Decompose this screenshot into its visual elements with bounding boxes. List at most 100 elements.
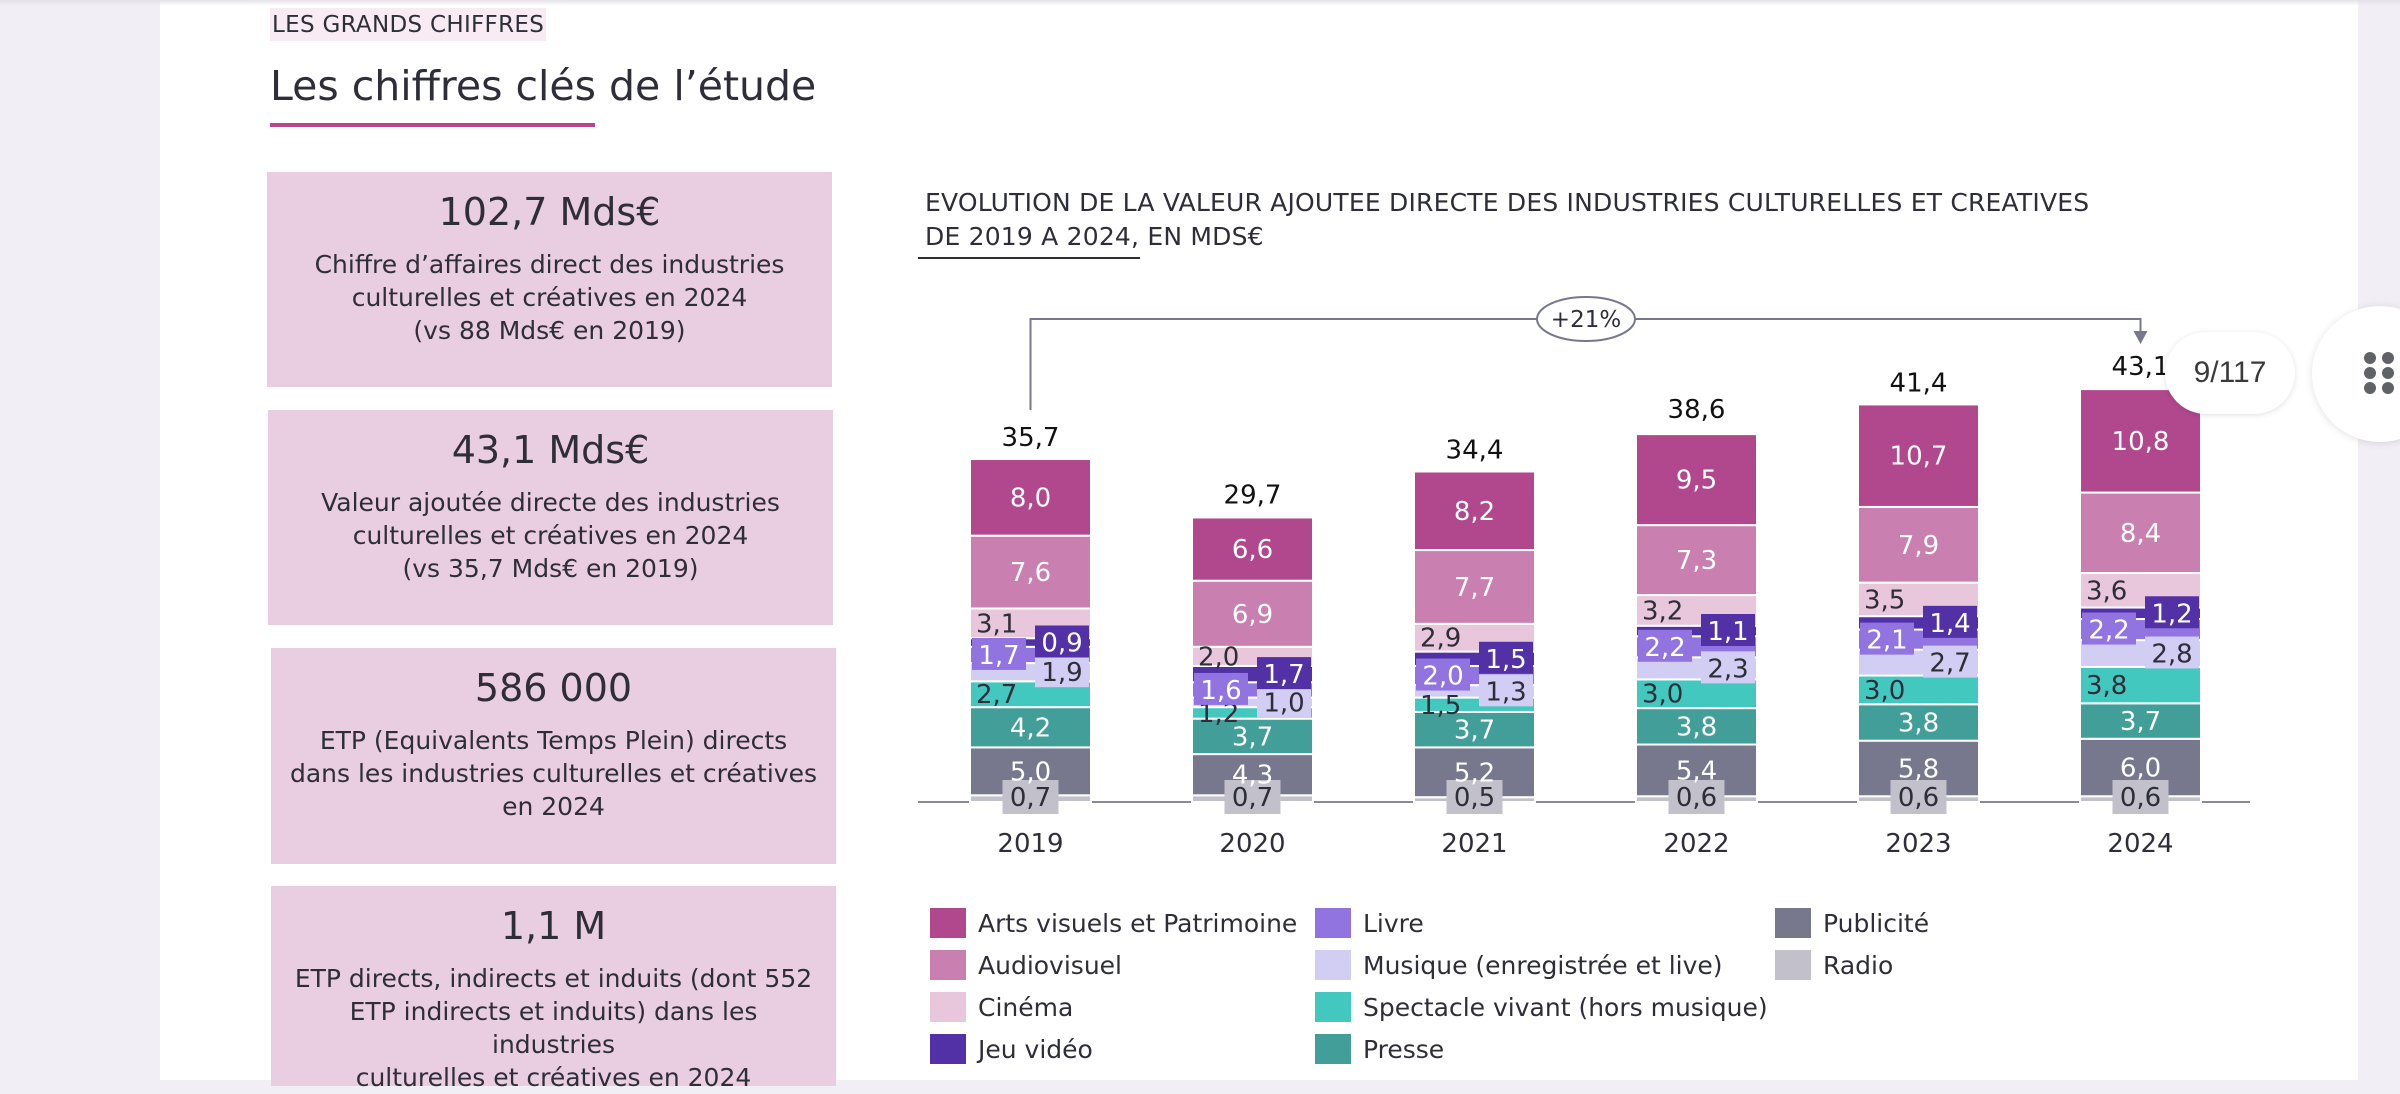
legend-label: Jeu vidéo (978, 1034, 1093, 1064)
segment-value-label: 4,3 (1232, 761, 1273, 791)
bar-segment (2079, 702, 2202, 740)
segment-value-label: 0,6 (2120, 783, 2161, 813)
bar-segment (1413, 470, 1536, 552)
legend-label: Arts visuels et Patrimoine (978, 908, 1298, 938)
top-shadow (0, 0, 2400, 6)
segment-value-label: 3,5 (1864, 585, 1905, 615)
legend-item: Livre (1315, 905, 1424, 941)
x-tick-label: 2019 (997, 829, 1063, 859)
legend-label: Livre (1363, 908, 1424, 938)
segment-value-label: 5,4 (1676, 756, 1717, 786)
bar-segment (1857, 403, 1980, 508)
segment-value-label: 2,3 (1707, 654, 1748, 684)
legend-item: Radio (1775, 947, 1893, 983)
segment-label-box (1638, 629, 1692, 662)
kpi-desc-line: Valeur ajoutée directe des industries (321, 488, 780, 517)
legend-swatch (930, 908, 966, 938)
legend-item: Publicité (1775, 905, 1929, 941)
bar-segment (1857, 674, 1980, 706)
segment-value-label: 3,7 (2120, 707, 2161, 737)
bar-segment (1191, 516, 1314, 582)
segment-value-label: 0,7 (1010, 783, 1051, 813)
segment-label-box (2112, 780, 2169, 814)
segment-value-label: 2,2 (2088, 616, 2129, 646)
chart-title: EVOLUTION DE LA VALEUR AJOUTEE DIRECTE D… (925, 186, 2225, 254)
bar-segment (1191, 579, 1314, 648)
kpi-desc-line: culturelles et créatives en 2024 (352, 521, 749, 550)
segment-value-label: 7,6 (1010, 558, 1051, 588)
segment-value-label: 1,7 (978, 641, 1019, 671)
chart-title-underline (918, 257, 1140, 259)
segment-label-box (1860, 622, 1914, 655)
legend-item: Presse (1315, 1031, 1444, 1067)
segment-label-box (1224, 780, 1281, 814)
bar-segment (2079, 388, 2202, 494)
segment-value-label: 2,0 (1422, 662, 1463, 692)
segment-value-label: 2,7 (1929, 649, 1970, 679)
segment-label-box (1923, 645, 1977, 678)
kpi-desc-line: (vs 88 Mds€ en 2019) (413, 316, 686, 345)
segment-value-label: 0,5 (1454, 783, 1495, 813)
segment-label-box (1479, 641, 1533, 674)
segment-value-label: 6,9 (1232, 600, 1273, 630)
bar-total-label: 35,7 (1002, 423, 1060, 453)
section-kicker: LES GRANDS CHIFFRES (270, 8, 547, 41)
segment-value-label: 0,9 (1041, 628, 1082, 658)
growth-badge (1536, 296, 1636, 342)
bar-total-label: 38,6 (1668, 395, 1726, 425)
segment-value-label: 5,8 (1898, 754, 1939, 784)
bar-segment (1635, 433, 1758, 527)
legend-item: Arts visuels et Patrimoine (930, 905, 1297, 941)
bar-total-label: 43,1 (2112, 352, 2170, 382)
kpi-desc-line: ETP indirects et induits) dans les indus… (349, 997, 758, 1059)
segment-value-label: 1,9 (1041, 658, 1082, 688)
segment-label-box (1035, 625, 1089, 658)
legend-swatch (930, 950, 966, 980)
title-underline (270, 123, 595, 127)
x-tick-label: 2024 (2107, 829, 2173, 859)
kpi-value: 1,1 M (500, 904, 607, 948)
segment-value-label: 9,5 (1676, 466, 1717, 496)
segment-value-label: 3,1 (976, 609, 1017, 639)
legend-item: Audiovisuel (930, 947, 1122, 983)
legend-item: Spectacle vivant (hors musique) (1315, 989, 1768, 1025)
bar-segment (969, 458, 1092, 537)
segment-label-box (2145, 636, 2199, 669)
segment-value-label: 1,5 (1485, 645, 1526, 675)
segment-value-label: 1,2 (2151, 599, 2192, 629)
segment-value-label: 7,3 (1676, 546, 1717, 576)
segment-value-label: 10,8 (2112, 427, 2170, 457)
kpi-description: Valeur ajoutée directe des industries cu… (268, 486, 833, 585)
legend-label: Cinéma (978, 992, 1074, 1022)
segment-value-label: 1,6 (1200, 676, 1241, 706)
bar-total-label: 29,7 (1224, 480, 1282, 510)
segment-value-label: 2,8 (2151, 640, 2192, 670)
bar-total-label: 34,4 (1446, 435, 1504, 465)
legend-item: Jeu vidéo (930, 1031, 1093, 1067)
page-counter: 9/117 (2165, 332, 2295, 414)
kpi-value: 102,7 Mds€ (438, 190, 661, 234)
segment-value-label: 0,6 (1676, 783, 1717, 813)
legend-swatch (1315, 908, 1351, 938)
legend-item: Musique (enregistrée et live) (1315, 947, 1723, 983)
segment-value-label: 8,0 (1010, 483, 1051, 513)
segment-value-label: 3,8 (2086, 671, 2127, 701)
kpi-card-value-added: 43,1 Mds€ Valeur ajoutée directe des ind… (268, 410, 833, 625)
bar-segment (1413, 549, 1536, 625)
segment-label-box (1002, 780, 1059, 814)
kpi-description: Chiffre d’affaires direct des industries… (267, 248, 832, 347)
segment-value-label: 10,7 (1890, 442, 1948, 472)
segment-value-label: 3,8 (1898, 708, 1939, 738)
segment-label-box (1035, 655, 1089, 688)
segment-value-label: 3,7 (1454, 716, 1495, 746)
x-tick-label: 2022 (1663, 829, 1729, 859)
segment-value-label: 3,6 (2086, 576, 2127, 606)
segment-value-label: 8,4 (2120, 519, 2161, 549)
bar-segment (1635, 524, 1758, 597)
legend-swatch (1775, 908, 1811, 938)
segment-value-label: 3,0 (1864, 676, 1905, 706)
segment-label-box (1701, 613, 1755, 646)
segment-value-label: 2,0 (1198, 642, 1239, 672)
legend-item: Cinéma (930, 989, 1073, 1025)
